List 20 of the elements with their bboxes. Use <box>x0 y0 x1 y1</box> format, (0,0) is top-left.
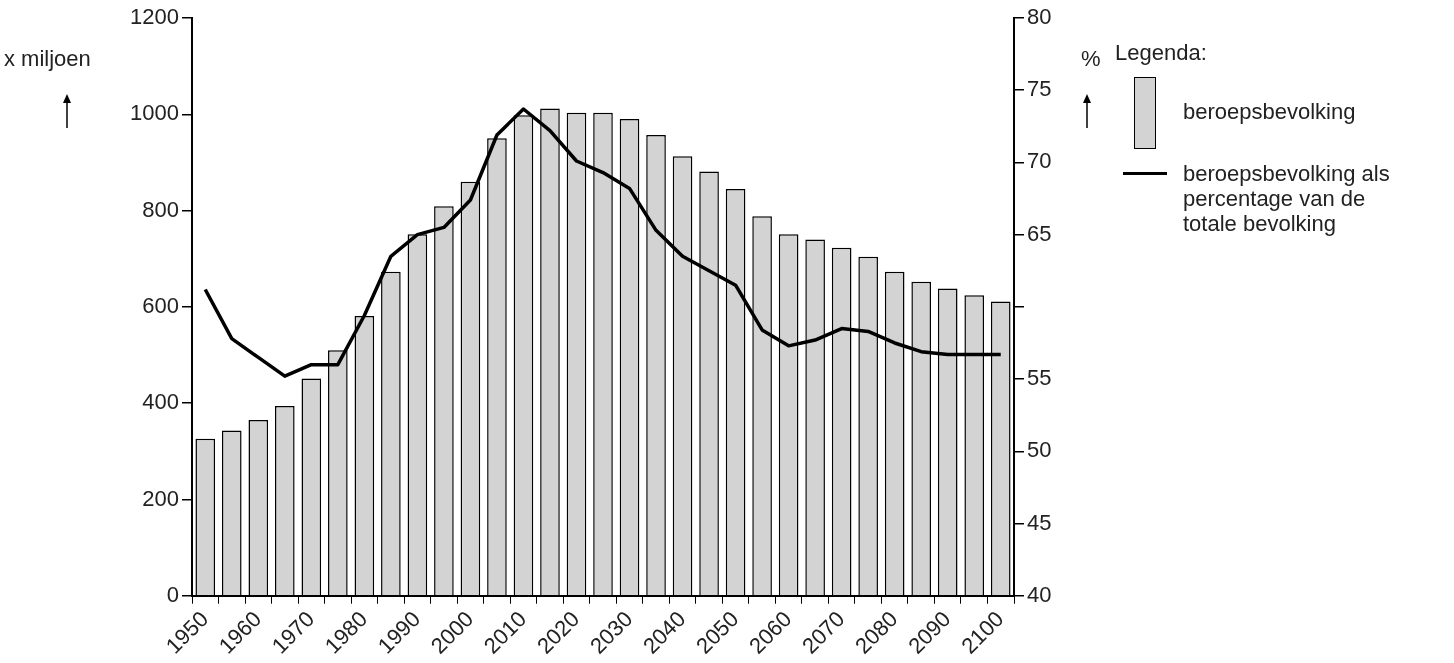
y-tick-label: 400 <box>142 389 179 415</box>
y2-tick-label: 80 <box>1027 4 1052 30</box>
y2-tick-label: 50 <box>1027 437 1052 463</box>
y2-tick-label: 65 <box>1027 220 1052 246</box>
legend-title: Legenda: <box>1115 40 1208 65</box>
y2-tick-label: 70 <box>1027 148 1052 174</box>
y2-axis-title: % <box>1081 46 1101 72</box>
text: beroepsbevolking <box>1183 99 1357 124</box>
y2-tick-label: 40 <box>1027 581 1052 607</box>
y-tick-label: 1000 <box>130 100 179 126</box>
y-axis-title: x miljoen <box>4 46 91 72</box>
y2-tick-label: 45 <box>1027 509 1052 535</box>
y2-tick-label: 75 <box>1027 76 1052 102</box>
y-tick-label: 1200 <box>130 4 179 30</box>
y2-tick-label: 55 <box>1027 365 1052 391</box>
legend-label: beroepsbevolking als percentage van de totale bevolking <box>1183 161 1391 236</box>
y-tick-label: 800 <box>142 196 179 222</box>
y-tick-label: 0 <box>166 581 179 607</box>
y-tick-label: 600 <box>142 292 179 318</box>
y-tick-label: 200 <box>142 485 179 511</box>
